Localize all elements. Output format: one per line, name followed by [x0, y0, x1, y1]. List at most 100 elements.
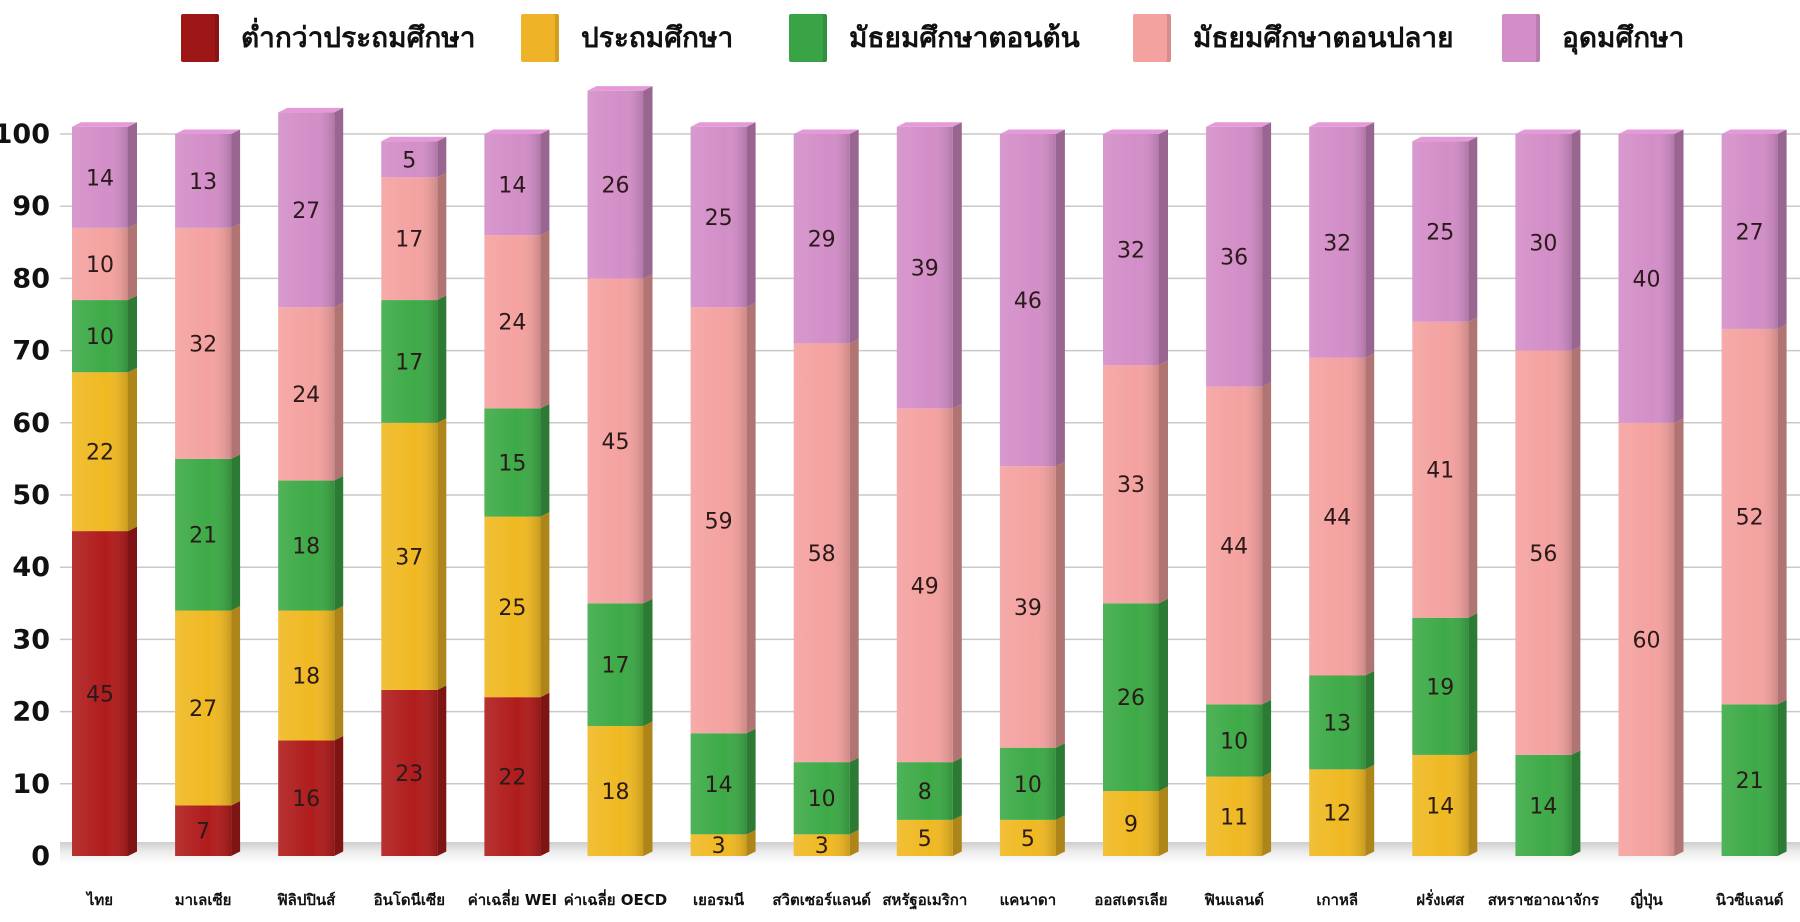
bar-side	[231, 606, 241, 806]
bar-shade	[587, 90, 644, 279]
bar-group: 60 40	[1618, 129, 1684, 856]
bar-group: 11 10 44 36	[1206, 122, 1272, 856]
y-tick-label: 70	[12, 336, 50, 367]
bar-side	[849, 829, 859, 856]
data-label: 23	[395, 762, 423, 787]
bar-side	[128, 367, 137, 532]
data-label: 37	[395, 545, 423, 570]
bar-side	[128, 223, 137, 301]
bar-shade	[175, 134, 232, 228]
bar-side	[1159, 129, 1168, 366]
bar-side	[952, 403, 962, 763]
legend-swatch-upper-secondary	[1133, 14, 1171, 62]
bar-side	[1262, 382, 1272, 705]
bar-shade	[1103, 603, 1159, 792]
bar-side	[1365, 122, 1375, 358]
data-label: 44	[1220, 535, 1248, 560]
bar-side	[1262, 699, 1272, 777]
data-label: 39	[911, 257, 939, 282]
bar-side	[952, 122, 962, 409]
data-label: 16	[292, 787, 320, 812]
data-label: 13	[1323, 711, 1351, 736]
bar-shade	[587, 603, 644, 727]
bar-group: 14 56 30	[1515, 129, 1581, 856]
category-label: แคนาดา	[1000, 891, 1057, 909]
category-label: สวิตเซอร์แลนด์	[772, 891, 871, 909]
data-label: 36	[1220, 246, 1248, 271]
bar-shade	[484, 134, 541, 236]
bar-side	[1262, 122, 1272, 387]
legend-item-upper-secondary: มัธยมศึกษาตอนปลาย	[1133, 14, 1454, 62]
data-label: 33	[1117, 473, 1145, 498]
bar-shade	[1721, 328, 1778, 705]
data-label: 10	[86, 325, 114, 350]
data-label: 58	[808, 542, 836, 567]
legend-label-tertiary: อุดมศึกษา	[1562, 21, 1685, 54]
bar-group: 5 10 39 46	[999, 129, 1065, 856]
category-label: ไทย	[85, 890, 113, 909]
y-tick-label: 90	[12, 191, 50, 222]
bar-shade	[1309, 675, 1366, 770]
data-label: 10	[808, 787, 836, 812]
bar-side	[128, 295, 137, 373]
data-label: 9	[1124, 813, 1138, 838]
y-tick-label: 40	[12, 552, 50, 583]
bar-shade	[278, 480, 335, 611]
data-label: 27	[1736, 220, 1764, 245]
data-label: 22	[86, 441, 114, 466]
bar-group: 22 25 15 24 14	[484, 129, 550, 856]
bar-shade	[1412, 754, 1469, 856]
bar-top	[1206, 122, 1272, 127]
bar-shade	[484, 516, 541, 698]
data-label: 14	[705, 773, 733, 798]
bar-side	[437, 172, 447, 301]
bar-side	[1262, 772, 1272, 856]
data-label: 41	[1426, 459, 1454, 484]
y-tick-label: 20	[12, 697, 50, 728]
bar-shade	[484, 408, 541, 517]
bar-side	[1055, 129, 1065, 467]
bar-side	[1571, 129, 1581, 351]
bar-shade	[587, 278, 644, 604]
bar-side	[1777, 699, 1787, 856]
bar-shade	[484, 235, 541, 409]
legend-swatch-lower-secondary	[789, 14, 827, 62]
legend-label-primary: ประถมศึกษา	[581, 21, 734, 54]
bar-side	[334, 476, 344, 611]
bar-shade	[1721, 134, 1778, 329]
data-label: 21	[1736, 769, 1764, 794]
bar-top	[587, 86, 653, 91]
bar-shade	[999, 819, 1056, 856]
bar-top	[999, 129, 1065, 134]
data-label: 40	[1633, 267, 1661, 292]
data-label: 13	[189, 170, 217, 195]
data-label: 7	[196, 820, 210, 845]
bar-side	[128, 122, 137, 228]
data-label: 59	[705, 509, 733, 534]
bar-side	[437, 136, 447, 178]
data-label: 17	[602, 654, 630, 679]
bar-shade	[690, 733, 747, 835]
bar-shade	[999, 134, 1056, 467]
bar-shade	[793, 343, 850, 763]
legend-swatch-tertiary	[1502, 14, 1540, 62]
bar-side	[952, 815, 962, 856]
data-label: 60	[1633, 628, 1661, 653]
bar-top	[381, 136, 447, 142]
data-label: 12	[1323, 802, 1351, 827]
bar-side	[1571, 346, 1581, 755]
bar-shade	[896, 126, 953, 409]
bar-shade	[999, 466, 1056, 748]
category-label: สหราชอาณาจักร	[1488, 891, 1600, 909]
data-label: 27	[189, 697, 217, 722]
data-label: 21	[189, 524, 217, 549]
legend-item-tertiary: อุดมศึกษา	[1502, 14, 1684, 62]
category-label: ฟิลิปปินส์	[277, 891, 336, 909]
data-label: 45	[602, 430, 630, 455]
bar-side	[849, 338, 859, 763]
data-label: 5	[402, 148, 416, 173]
bar-shade	[690, 126, 747, 308]
bar-top	[1412, 136, 1478, 142]
bar-top	[1103, 129, 1168, 134]
bar-shade	[72, 227, 128, 301]
